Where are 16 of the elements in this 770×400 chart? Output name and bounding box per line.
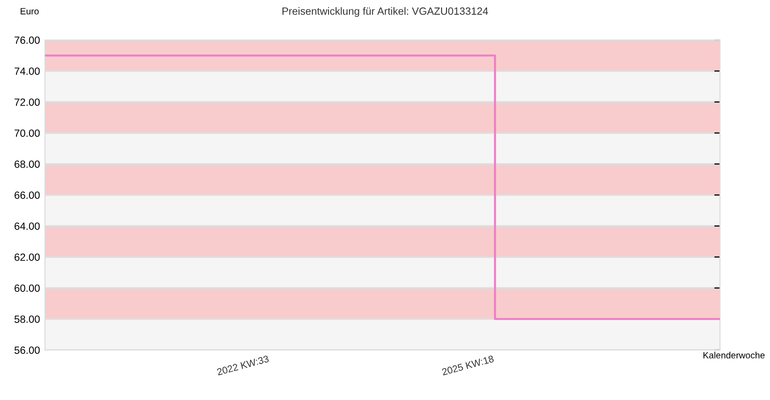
y-tick-label: 70.00 bbox=[14, 130, 40, 137]
y-tick-label: 58.00 bbox=[14, 316, 40, 323]
x-tick-label: 2022 KW:33 bbox=[216, 355, 270, 376]
y-axis-title: Euro bbox=[20, 8, 39, 14]
x-axis-title: Kalenderwoche bbox=[704, 352, 765, 358]
x-tick-label: 2025 KW:18 bbox=[442, 355, 494, 376]
y-tick-label: 72.00 bbox=[14, 98, 40, 106]
chart-title: Preisentwicklung für Artikel: VGAZU0133124 bbox=[282, 7, 488, 17]
y-tick-label: 74.00 bbox=[14, 68, 40, 75]
y-tick-label: 64.00 bbox=[14, 222, 40, 230]
y-tick-label: 60.00 bbox=[14, 284, 40, 292]
y-tick-label: 56.00 bbox=[14, 346, 40, 354]
y-tick-label: 68.00 bbox=[14, 160, 40, 168]
y-tick-label: 66.00 bbox=[14, 192, 40, 199]
y-tick-label: 62.00 bbox=[14, 254, 40, 261]
y-tick-label: 76.00 bbox=[14, 36, 40, 44]
